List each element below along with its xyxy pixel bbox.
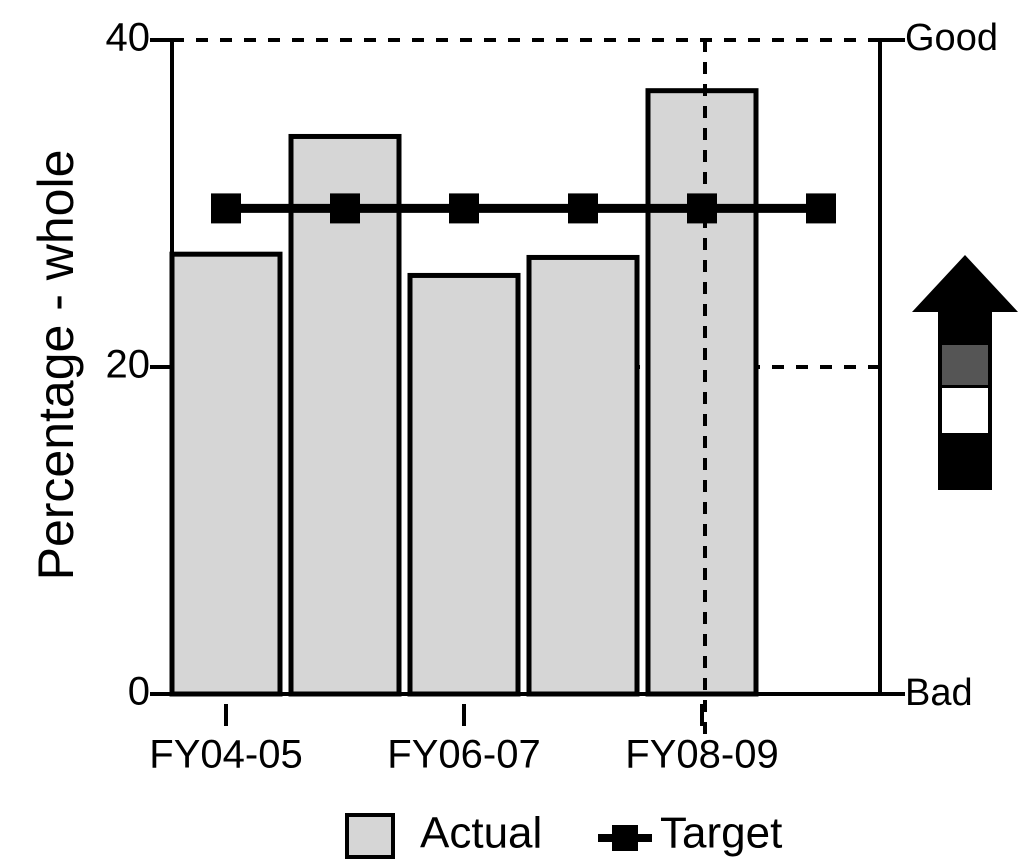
x-tick-label: FY08-09 (625, 733, 778, 777)
target-marker (806, 193, 836, 224)
bars (169, 88, 759, 697)
y-tick-label: 20 (106, 343, 151, 387)
legend-label: Actual (420, 809, 542, 858)
target-marker (211, 193, 241, 224)
legend: Actual Target (345, 809, 782, 859)
bar (526, 254, 640, 697)
target-marker (687, 193, 717, 224)
right-axis-bottom-label: Bad (905, 672, 973, 714)
x-tick-label: FY06-07 (387, 733, 540, 777)
bar (645, 88, 759, 697)
bar (288, 133, 402, 697)
target-series (211, 193, 836, 224)
target-marker (568, 193, 598, 224)
bar (407, 272, 521, 697)
legend-swatch (612, 825, 638, 851)
target-marker (330, 193, 360, 224)
legend-label: Target (660, 809, 782, 858)
good-arrow-icon (912, 255, 1018, 490)
right-axis-top-label: Good (905, 17, 998, 59)
legend-swatch (345, 813, 395, 859)
y-axis-title: Percentage - whole (28, 150, 84, 581)
y-tick-label: 40 (106, 16, 151, 60)
target-marker (449, 193, 479, 224)
x-tick-label: FY04-05 (149, 733, 302, 777)
y-tick-label: 0 (128, 670, 150, 714)
bar (169, 251, 283, 697)
